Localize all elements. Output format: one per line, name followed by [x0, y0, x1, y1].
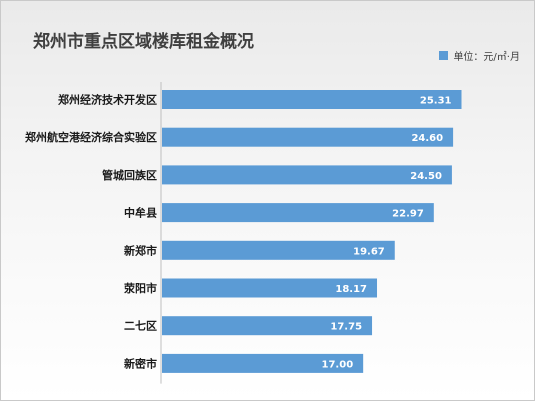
- chart-title: 郑州市重点区域楼库租金概况: [33, 32, 254, 52]
- legend: 单位：元/㎡·月: [439, 48, 520, 63]
- value-label-2: 24.60: [411, 133, 443, 144]
- bar-2: [162, 127, 454, 147]
- value-label-6: 18.17: [335, 284, 367, 295]
- category-label-2: 郑州航空港经济综合实验区: [25, 130, 157, 144]
- bar-1: [162, 90, 462, 109]
- category-label-8: 新密市: [124, 356, 157, 370]
- bar-3: [162, 165, 452, 185]
- bar-7: [162, 316, 373, 336]
- category-label-1: 郑州经济技术开发区: [58, 93, 157, 107]
- bar-5: [162, 240, 395, 260]
- category-label-6: 荥阳市: [124, 281, 157, 295]
- category-label-3: 管城回族区: [102, 168, 157, 182]
- bar-6: [162, 278, 378, 298]
- value-label-3: 24.50: [410, 171, 442, 182]
- bar-4: [162, 203, 434, 223]
- bar-8: [162, 353, 364, 373]
- legend-label: 单位：元/㎡·月: [453, 52, 520, 63]
- category-label-7: 二七区: [124, 319, 157, 333]
- value-label-8: 17.00: [322, 359, 354, 370]
- value-label-1: 25.31: [420, 96, 452, 107]
- legend-swatch: [439, 51, 449, 60]
- value-label-4: 22.97: [392, 209, 424, 220]
- value-label-5: 19.67: [353, 246, 385, 257]
- category-label-4: 中牟县: [124, 206, 157, 220]
- category-label-5: 新郑市: [124, 243, 157, 257]
- value-label-7: 17.75: [330, 322, 362, 333]
